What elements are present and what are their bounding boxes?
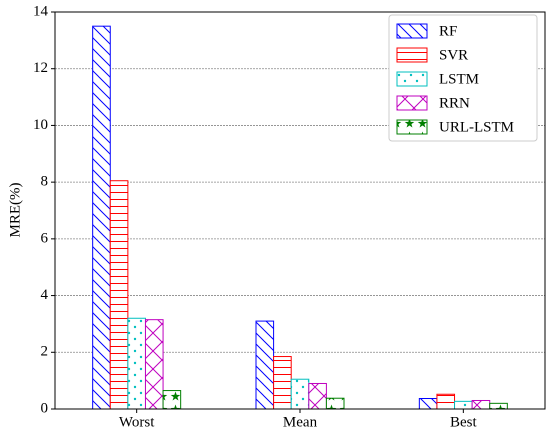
bar — [436, 393, 456, 410]
y-tick-label: 0 — [41, 400, 49, 416]
bar — [255, 320, 275, 410]
bar — [454, 400, 473, 410]
y-tick-label: 14 — [33, 3, 49, 19]
bar — [127, 317, 146, 410]
bar — [308, 382, 327, 410]
legend-label: LSTM — [439, 71, 479, 87]
y-tick-label: 4 — [41, 287, 49, 303]
y-tick-label: 12 — [33, 60, 48, 76]
plot-frame — [54, 11, 546, 410]
bar — [162, 390, 182, 410]
legend-label: URL-LSTM — [439, 119, 514, 135]
bar — [325, 397, 345, 410]
y-tick-label: 2 — [41, 344, 49, 360]
bar — [290, 378, 310, 410]
bar — [144, 319, 164, 410]
x-tick-label: Worst — [119, 414, 155, 430]
bar — [109, 180, 129, 410]
legend-swatch — [396, 71, 428, 87]
y-tick-label: 10 — [33, 117, 48, 133]
bar — [273, 356, 292, 410]
legend-swatch — [396, 95, 428, 111]
bar — [471, 399, 491, 410]
bar — [418, 398, 438, 410]
legend-label: RF — [439, 23, 457, 39]
bar — [489, 402, 508, 410]
legend-swatch — [396, 119, 428, 135]
x-tick-label: Mean — [283, 414, 318, 430]
x-tick-label: Best — [450, 414, 478, 430]
legend-label: RRN — [439, 95, 470, 111]
legend-label: SVR — [439, 47, 468, 63]
y-axis-label: MRE(%) — [7, 183, 23, 238]
bar — [92, 25, 111, 410]
legend-swatch — [396, 47, 428, 63]
legend-swatch — [396, 23, 428, 39]
y-tick-label: 6 — [41, 230, 49, 246]
y-tick-label: 8 — [41, 174, 49, 190]
